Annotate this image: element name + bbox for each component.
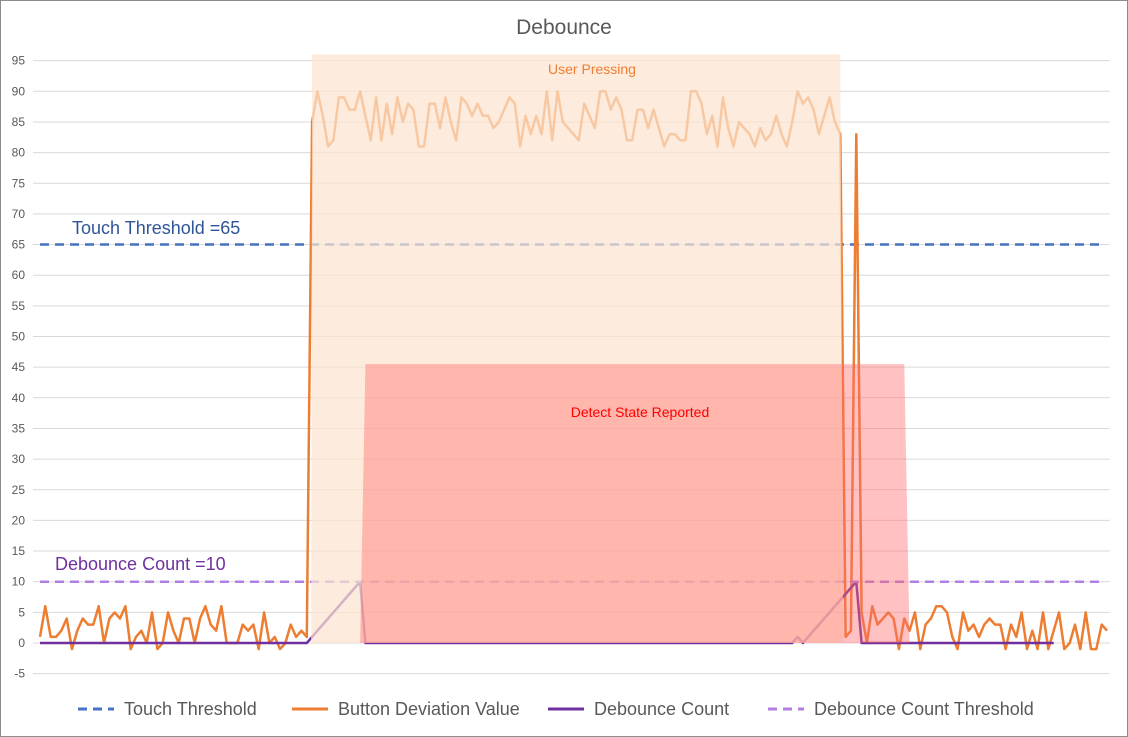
y-tick-label: 90: [12, 84, 26, 98]
y-tick-label: 10: [12, 575, 26, 589]
shaded-region: [311, 54, 844, 643]
y-tick-label: 95: [12, 54, 26, 68]
legend-label: Debounce Count: [594, 699, 729, 719]
y-tick-label: 40: [12, 391, 26, 405]
legend: Touch Threshold Button Deviation Value Deb…: [78, 699, 1034, 719]
detect-state-label: Detect State Reported: [571, 404, 710, 420]
legend-label: Touch Threshold: [124, 699, 257, 719]
legend-label: Debounce Count Threshold: [814, 699, 1034, 719]
debounce-count-annotation: Debounce Count =10: [55, 554, 226, 574]
y-tick-label: 5: [18, 605, 25, 619]
y-tick-label: -5: [14, 667, 25, 681]
y-tick-label: 15: [12, 544, 26, 558]
y-tick-label: 50: [12, 330, 26, 344]
chart-title: Debounce: [516, 16, 612, 39]
y-tick-label: 20: [12, 513, 26, 527]
y-tick-label: 55: [12, 299, 26, 313]
y-tick-label: 25: [12, 483, 26, 497]
y-tick-label: 70: [12, 207, 26, 221]
y-axis-ticks: -5 0 5 10 15 20 25 30 35 40 45 50 55 60 65 70 75 80 85 90 95: [12, 54, 26, 681]
user-pressing-label: User Pressing: [548, 61, 636, 77]
y-tick-label: 60: [12, 268, 26, 282]
y-tick-label: 80: [12, 146, 26, 160]
legend-label: Button Deviation Value: [338, 699, 520, 719]
touch-threshold-annotation: Touch Threshold =65: [72, 218, 240, 238]
shaded-region: [360, 364, 910, 643]
y-tick-label: 65: [12, 238, 26, 252]
annotations: Touch Threshold =65 Debounce Count =10 U…: [55, 61, 709, 574]
y-tick-label: 75: [12, 176, 26, 190]
y-tick-label: 45: [12, 360, 26, 374]
y-tick-label: 30: [12, 452, 26, 466]
y-tick-label: 0: [18, 636, 25, 650]
shaded-regions: [311, 54, 910, 643]
y-tick-label: 85: [12, 115, 26, 129]
y-tick-label: 35: [12, 421, 26, 435]
